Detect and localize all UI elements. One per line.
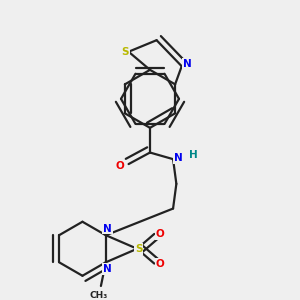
- Text: S: S: [122, 47, 129, 57]
- Text: N: N: [103, 224, 112, 234]
- Text: H: H: [189, 150, 198, 160]
- Text: CH₃: CH₃: [89, 291, 107, 300]
- Text: O: O: [156, 229, 165, 239]
- Text: S: S: [135, 244, 142, 254]
- Text: N: N: [183, 58, 192, 69]
- Text: N: N: [103, 264, 112, 274]
- Text: N: N: [174, 153, 183, 163]
- Text: O: O: [156, 259, 165, 269]
- Text: O: O: [116, 161, 125, 171]
